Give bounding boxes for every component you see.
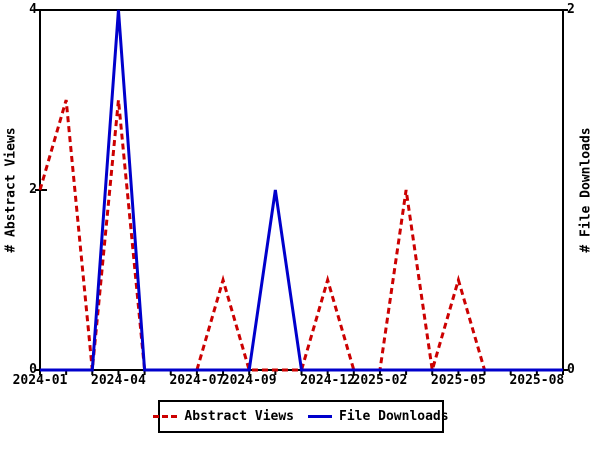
legend-entry: Abstract Views: [153, 409, 294, 424]
x-tick-label: 2024-09: [221, 373, 277, 388]
x-tick-label: 2025-02: [352, 373, 408, 388]
left-y-tick-label: 4: [29, 2, 37, 17]
series-line-dashed: [38, 99, 563, 372]
legend-line-sample-solid: [308, 415, 332, 418]
legend-line-sample-dashed: [153, 415, 178, 418]
legend-entry-label: File Downloads: [339, 409, 449, 424]
legend-entry: File Downloads: [308, 409, 449, 424]
right-y-tick-label: 2: [567, 2, 575, 17]
left-axis-title: # Abstract Views: [3, 127, 19, 253]
x-tick-label: 2025-05: [430, 373, 486, 388]
left-y-tick-label: 2: [29, 182, 37, 197]
x-tick-label: 2024-07: [169, 373, 225, 388]
plot-frame: [39, 9, 564, 371]
x-tick-label: 2024-12: [300, 373, 356, 388]
x-tick-label: 2024-01: [12, 373, 68, 388]
right-axis-title: # File Downloads: [578, 127, 594, 253]
x-tick-label: 2024-04: [91, 373, 146, 388]
x-tick-label: 2025-08: [509, 373, 565, 388]
left-y-tick-label: 0: [29, 362, 37, 377]
series-line-solid: [40, 9, 563, 372]
legend-entry-label: Abstract Views: [184, 409, 294, 424]
legend-box: Abstract Views File Downloads: [153, 400, 449, 433]
right-y-tick-label: 0: [567, 362, 575, 377]
